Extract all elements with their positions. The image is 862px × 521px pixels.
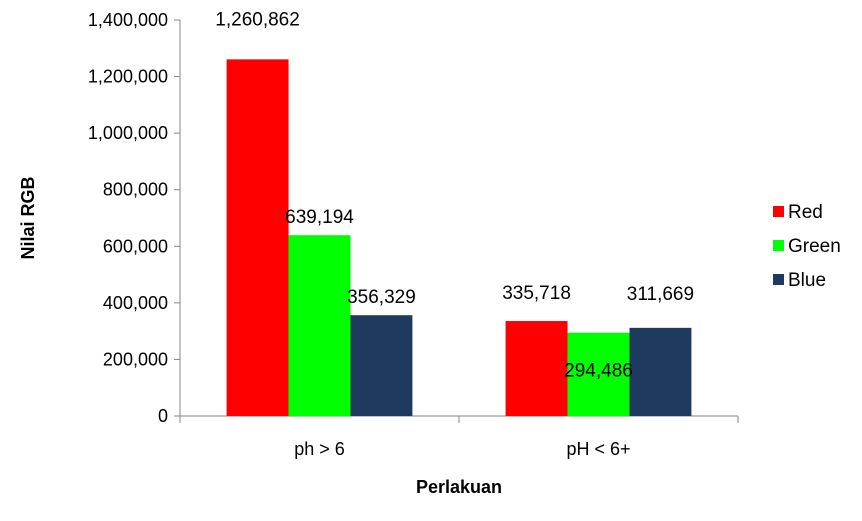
- data-label-red: 1,260,862: [215, 9, 300, 30]
- y-tick-label: 800,000: [103, 180, 168, 200]
- x-category-label: pH < 6+: [566, 439, 630, 459]
- data-label-red: 335,718: [502, 283, 571, 304]
- legend: Red Green Blue: [773, 202, 841, 291]
- legend-swatch-red: [773, 206, 784, 217]
- y-tick-label: 0: [158, 406, 168, 426]
- y-axis-ticks: 0 200,000 400,000 600,000 800,000 1,000,000 1,…: [88, 10, 180, 426]
- x-axis-title: Perlakuan: [416, 477, 502, 497]
- y-tick-label: 1,400,000: [88, 10, 168, 30]
- x-axis-ticks: ph > 6 pH < 6+: [179, 416, 739, 459]
- legend-label-green: Green: [788, 236, 841, 257]
- y-tick-label: 1,000,000: [88, 123, 168, 143]
- legend-label-blue: Blue: [788, 270, 826, 291]
- legend-label-red: Red: [788, 202, 823, 223]
- y-tick-label: 400,000: [103, 293, 168, 313]
- bar-blue: [350, 315, 413, 416]
- bar-red: [505, 321, 568, 416]
- bar-red: [226, 59, 289, 417]
- data-labels: 1,260,862 639,194 356,329 335,718 294,486 311…: [215, 9, 694, 381]
- plot-area: 0 200,000 400,000 600,000 800,000 1,000,000 1,…: [88, 9, 739, 459]
- legend-swatch-green: [773, 240, 784, 251]
- y-tick-label: 600,000: [103, 236, 168, 256]
- data-label-green: 639,194: [285, 207, 354, 228]
- legend-swatch-blue: [773, 274, 784, 285]
- y-tick-label: 200,000: [103, 349, 168, 369]
- x-category-label: ph > 6: [294, 439, 345, 459]
- bar-blue: [629, 327, 692, 416]
- data-label-blue: 311,669: [627, 284, 694, 305]
- bar-green: [567, 332, 630, 416]
- bar-green: [288, 235, 351, 416]
- y-axis-title: Nilai RGB: [18, 176, 38, 259]
- y-tick-label: 1,200,000: [88, 67, 168, 87]
- data-label-green: 294,486: [564, 361, 633, 382]
- data-label-blue: 356,329: [347, 287, 416, 308]
- bars: [226, 59, 692, 417]
